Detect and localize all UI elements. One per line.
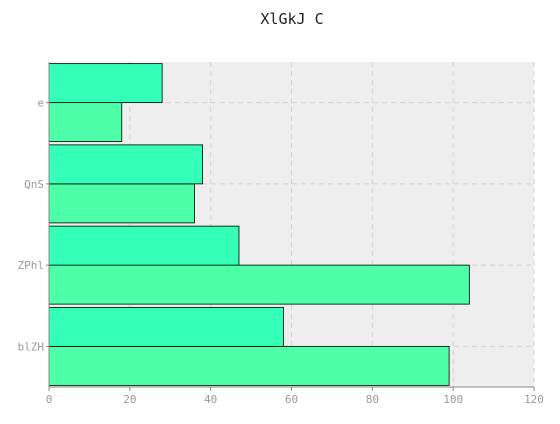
x-tick-label: 60 bbox=[285, 393, 298, 406]
y-tick-label: QnS bbox=[24, 178, 44, 191]
x-tick-label: 100 bbox=[443, 393, 463, 406]
bar-e-series-0 bbox=[48, 102, 123, 143]
chart-title: XlGkJ C bbox=[260, 10, 323, 28]
y-tick-label: blZH bbox=[18, 340, 45, 353]
bar-QnS-series-1 bbox=[48, 144, 203, 185]
x-tick-label: 40 bbox=[204, 393, 217, 406]
bar-ZPhl-series-0 bbox=[48, 264, 470, 305]
bar-blZH-series-1 bbox=[48, 306, 284, 347]
bar-blZH-series-0 bbox=[48, 345, 450, 386]
x-tick-label: 120 bbox=[524, 393, 544, 406]
y-tick-label: e bbox=[37, 97, 44, 110]
bar-e-series-1 bbox=[48, 63, 163, 104]
x-tick-label: 80 bbox=[366, 393, 379, 406]
x-tick-label: 20 bbox=[123, 393, 136, 406]
plot-area: blZH ZPhl QnS e 0 20 40 60 80 100 120 bbox=[18, 62, 544, 406]
x-tick-label: 0 bbox=[46, 393, 53, 406]
bar-ZPhl-series-1 bbox=[48, 225, 240, 266]
bar-QnS-series-0 bbox=[48, 183, 195, 224]
y-tick-label: ZPhl bbox=[18, 259, 45, 272]
